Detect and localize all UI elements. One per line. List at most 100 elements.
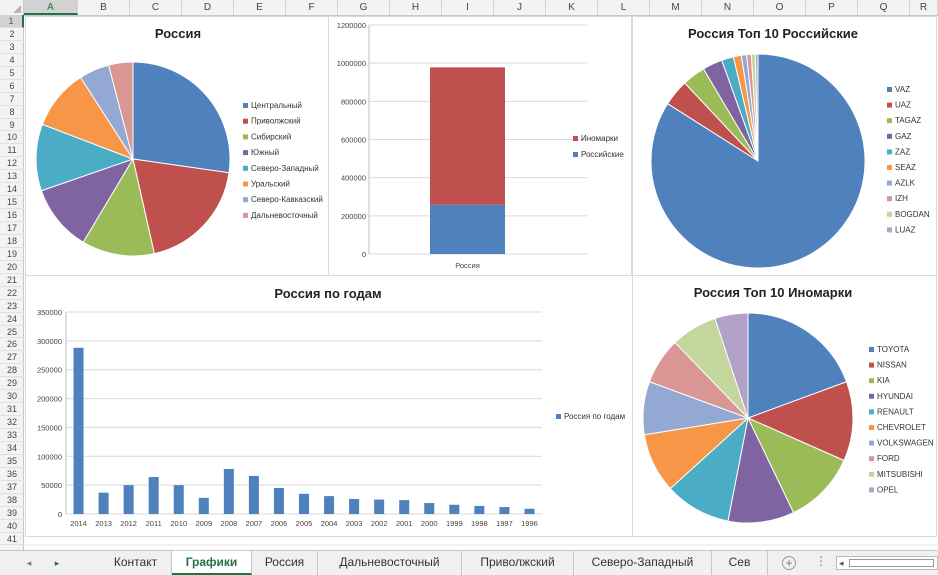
column-header-c[interactable]: C — [130, 0, 182, 15]
column-header-f[interactable]: F — [286, 0, 338, 15]
bar-2002[interactable] — [374, 499, 385, 514]
column-header-h[interactable]: H — [390, 0, 442, 15]
horizontal-scrollbar[interactable]: ◂ — [836, 556, 938, 570]
pie-slice-сибирский[interactable] — [82, 157, 155, 257]
row-header-17[interactable]: 17 — [0, 222, 24, 235]
row-header-38[interactable]: 38 — [0, 494, 24, 507]
row-header-30[interactable]: 30 — [0, 390, 24, 404]
column-header-a[interactable]: A — [24, 0, 78, 15]
next-sheet-button[interactable]: ▸ — [54, 558, 60, 568]
row-header-20[interactable]: 20 — [0, 261, 24, 274]
column-header-j[interactable]: J — [494, 0, 546, 15]
row-header-19[interactable]: 19 — [0, 248, 24, 261]
row-header-34[interactable]: 34 — [0, 442, 24, 455]
chart-top10-russian[interactable]: Россия Топ 10 Российские VAZ UAZ TAGAZ GAZ ZA… — [632, 16, 937, 276]
scrollbar-thumb[interactable] — [849, 559, 934, 567]
column-header-k[interactable]: K — [546, 0, 598, 15]
prev-sheet-button[interactable]: ◂ — [26, 558, 32, 568]
row-header-13[interactable]: 13 — [0, 170, 24, 184]
row-header-10[interactable]: 10 — [0, 131, 24, 145]
cell-grid[interactable]: Россия Центральный Приволжский Сибирский Южн… — [24, 15, 938, 550]
bar-2011[interactable] — [148, 477, 159, 514]
bar-2003[interactable] — [349, 498, 360, 514]
pie-slice-opel[interactable] — [714, 312, 749, 419]
bar-2013[interactable] — [98, 492, 109, 514]
row-header-6[interactable]: 6 — [0, 80, 24, 93]
column-header-l[interactable]: L — [598, 0, 650, 15]
row-header-12[interactable]: 12 — [0, 157, 24, 171]
column-header-d[interactable]: D — [182, 0, 234, 15]
sheet-tab-контакт[interactable]: Контакт — [100, 551, 172, 575]
row-header-41[interactable]: 41 — [0, 533, 24, 546]
row-header-27[interactable]: 27 — [0, 351, 24, 365]
bar-2005[interactable] — [298, 493, 310, 514]
row-header-35[interactable]: 35 — [0, 455, 24, 468]
bar-2012[interactable] — [123, 485, 134, 514]
pie-slice-южный[interactable] — [40, 158, 135, 243]
row-header-39[interactable]: 39 — [0, 507, 24, 520]
row-header-32[interactable]: 32 — [0, 416, 24, 430]
pie-slice-vaz[interactable] — [650, 53, 866, 269]
column-header-p[interactable]: P — [806, 0, 858, 15]
chart-top10-foreign[interactable]: Россия Топ 10 Иномарки TOYOTA NISSAN KIA HYU… — [632, 275, 937, 537]
bar-2004[interactable] — [324, 496, 335, 514]
bar-1997[interactable] — [499, 507, 510, 514]
bar-1999[interactable] — [449, 504, 460, 514]
bar-2006[interactable] — [273, 488, 284, 514]
pie-slice-северо-западный[interactable] — [35, 123, 135, 192]
pie-slice-приволжский[interactable] — [132, 158, 230, 255]
column-header-b[interactable]: B — [78, 0, 130, 15]
column-header-q[interactable]: Q — [858, 0, 910, 15]
row-header-8[interactable]: 8 — [0, 106, 24, 119]
bar-2000[interactable] — [424, 503, 435, 514]
row-header-18[interactable]: 18 — [0, 235, 24, 248]
row-header-14[interactable]: 14 — [0, 183, 24, 197]
column-header-o[interactable]: O — [754, 0, 806, 15]
select-all-corner[interactable] — [0, 0, 24, 15]
column-header-r[interactable]: R — [910, 0, 938, 15]
row-header-31[interactable]: 31 — [0, 403, 24, 417]
sheet-tab-приволжский[interactable]: Приволжский — [462, 551, 574, 575]
chart-russia-stacked[interactable]: 0 200000 400000 600000 800000 1000000 1200000 Р… — [328, 16, 632, 276]
row-header-24[interactable]: 24 — [0, 313, 24, 326]
sheet-tab-графики[interactable]: Графики — [172, 551, 252, 575]
pie-slice-дальневосточный[interactable] — [108, 61, 134, 160]
scroll-left-icon[interactable]: ◂ — [839, 558, 844, 568]
add-sheet-button[interactable]: + — [782, 556, 796, 570]
row-header-1[interactable]: 1 — [0, 15, 24, 28]
pie-slice-nissan[interactable] — [746, 381, 854, 462]
pie-slice-центральный[interactable] — [132, 61, 231, 174]
bar-2001[interactable] — [399, 500, 410, 514]
bar-2008[interactable] — [223, 468, 234, 514]
row-header-2[interactable]: 2 — [0, 28, 24, 41]
sheet-tab-северо-западный[interactable]: Северо-Западный — [574, 551, 712, 575]
sheet-tab-россия[interactable]: Россия — [252, 551, 318, 575]
row-header-3[interactable]: 3 — [0, 41, 24, 54]
row-header-21[interactable]: 21 — [0, 274, 24, 287]
chart-russia-regions[interactable]: Россия Центральный Приволжский Сибирский Южн… — [25, 16, 329, 276]
row-header-22[interactable]: 22 — [0, 287, 24, 300]
row-header-23[interactable]: 23 — [0, 300, 24, 313]
sheet-tab-дальневосточный[interactable]: Дальневосточный — [318, 551, 462, 575]
row-header-5[interactable]: 5 — [0, 67, 24, 80]
column-header-n[interactable]: N — [702, 0, 754, 15]
row-header-29[interactable]: 29 — [0, 377, 24, 391]
column-header-g[interactable]: G — [338, 0, 390, 15]
row-header-9[interactable]: 9 — [0, 119, 24, 132]
column-header-m[interactable]: M — [650, 0, 702, 15]
row-header-26[interactable]: 26 — [0, 338, 24, 352]
row-header-36[interactable]: 36 — [0, 468, 24, 481]
more-options-icon[interactable]: ⋮ — [815, 554, 827, 568]
row-header-16[interactable]: 16 — [0, 209, 24, 222]
bar-2009[interactable] — [198, 497, 209, 514]
row-header-33[interactable]: 33 — [0, 429, 24, 442]
bar-1998[interactable] — [474, 505, 485, 514]
row-header-7[interactable]: 7 — [0, 93, 24, 106]
bar-2010[interactable] — [173, 485, 184, 514]
column-header-e[interactable]: E — [234, 0, 286, 15]
pie-slice-kia[interactable] — [746, 416, 845, 514]
row-header-28[interactable]: 28 — [0, 364, 24, 378]
row-header-37[interactable]: 37 — [0, 481, 24, 494]
row-header-4[interactable]: 4 — [0, 54, 24, 67]
